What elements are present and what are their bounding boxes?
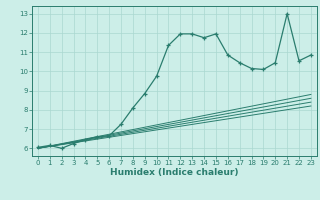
X-axis label: Humidex (Indice chaleur): Humidex (Indice chaleur) bbox=[110, 168, 239, 177]
